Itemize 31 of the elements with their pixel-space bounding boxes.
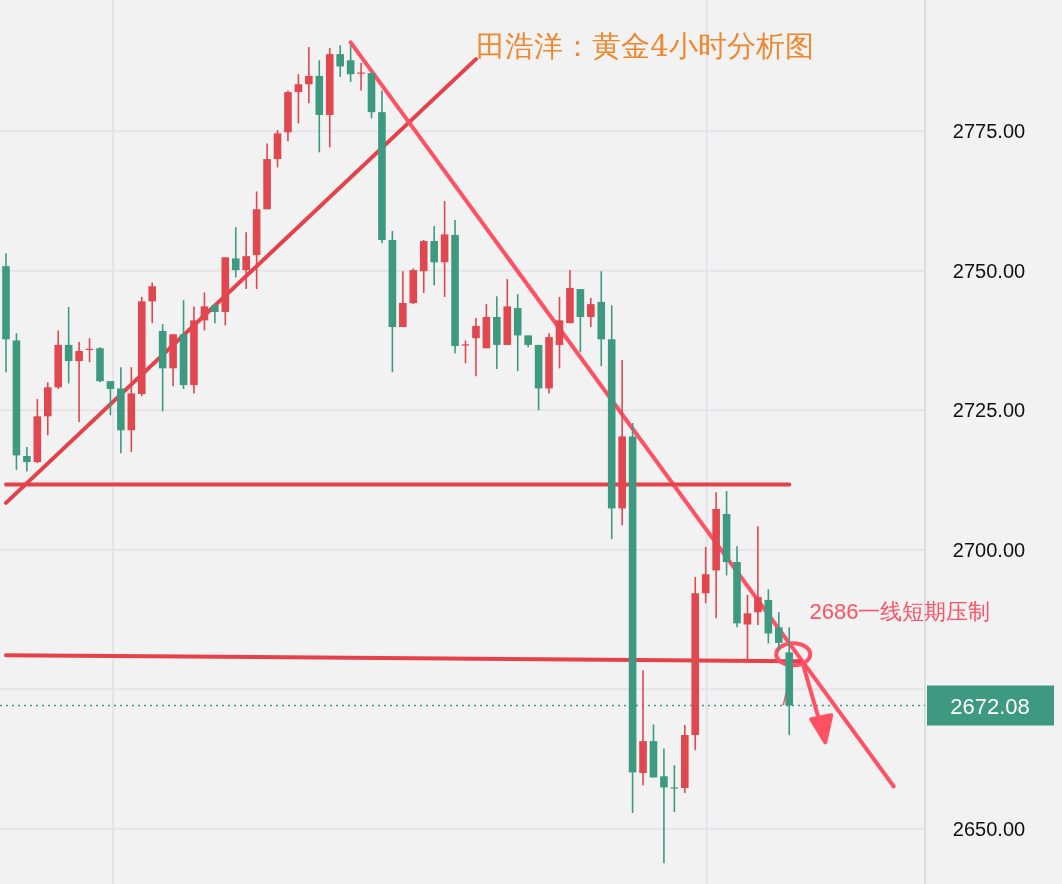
candlestick: [200, 291, 209, 332]
candlestick: [75, 341, 83, 423]
candlestick: [211, 302, 219, 324]
candlestick: [399, 270, 407, 328]
candlestick: [587, 297, 595, 328]
candlestick: [430, 225, 438, 286]
candlestick: [461, 339, 470, 365]
text: 田浩洋：黄金4小时分析图: [476, 29, 814, 63]
y-tick-label: 2775.00: [952, 120, 1026, 143]
candlestick: [106, 380, 115, 417]
ref-line-label: 2672.08: [950, 693, 1030, 719]
candlestick: [336, 44, 344, 78]
candlestick: [754, 525, 762, 626]
y-tick-label: 2725.00: [952, 399, 1026, 422]
candlestick: [231, 226, 240, 279]
candlestick: [346, 44, 355, 83]
candlestick: [775, 611, 783, 651]
candlestick: [701, 546, 710, 605]
candlestick: [148, 281, 157, 324]
candlestick: [64, 306, 73, 385]
candlestick: [305, 46, 313, 105]
candlestick: [23, 446, 31, 473]
candlestick: [670, 764, 679, 813]
candlestick: [660, 747, 668, 865]
candlestick: [294, 73, 303, 125]
y-tick-label: 2650.00: [952, 817, 1026, 840]
y-tick-label: 2700.00: [952, 538, 1026, 561]
y-tick-label: 2750.00: [952, 259, 1026, 282]
candlestick: [472, 317, 480, 377]
annotation: 2686一线短期压制: [809, 599, 991, 625]
candlestick: [242, 231, 250, 290]
